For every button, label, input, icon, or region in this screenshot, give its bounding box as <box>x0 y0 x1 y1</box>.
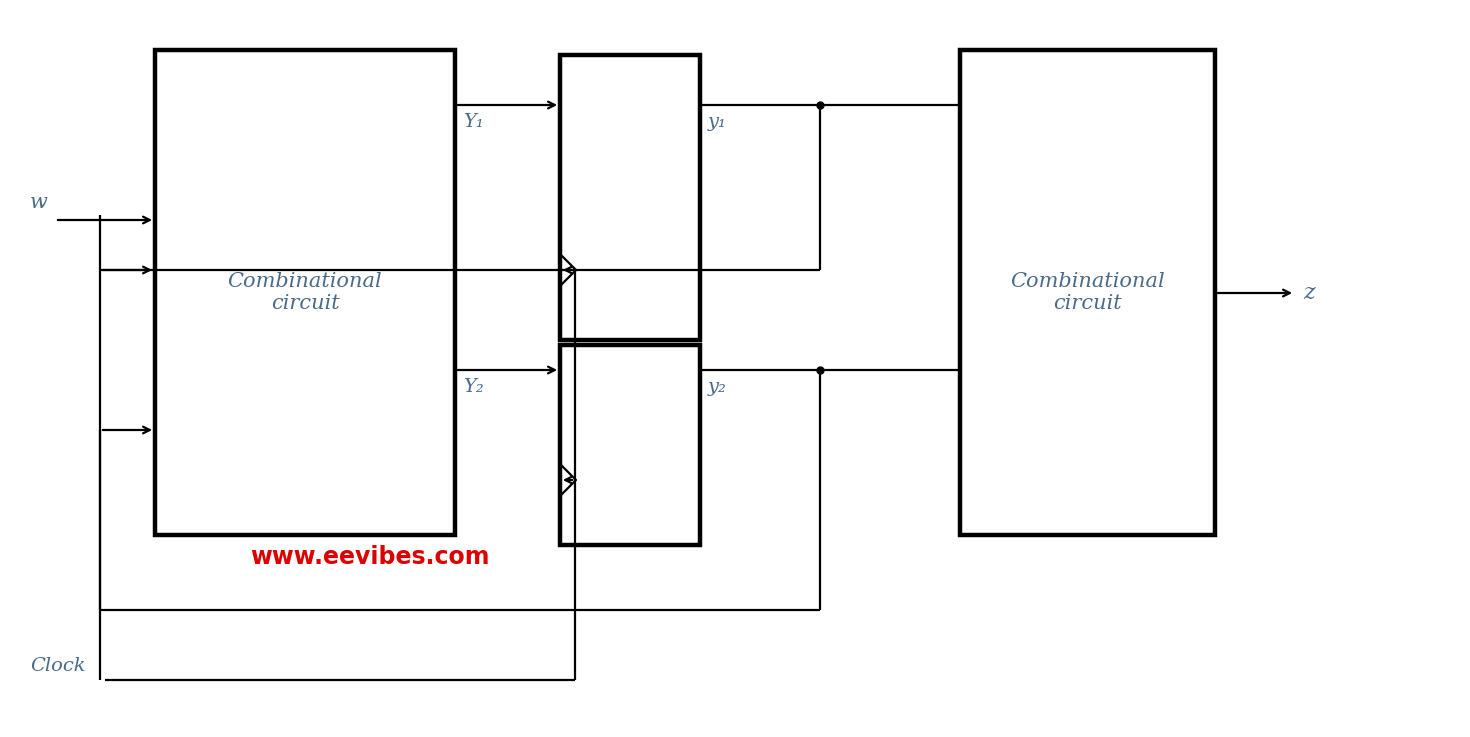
Text: y₂: y₂ <box>709 378 726 396</box>
Bar <box>560 55 700 340</box>
Text: Clock: Clock <box>29 657 85 675</box>
Text: Y₂: Y₂ <box>463 378 484 396</box>
Bar <box>154 50 456 535</box>
Text: w: w <box>29 193 49 212</box>
Text: y₁: y₁ <box>709 113 726 131</box>
Text: Y₁: Y₁ <box>463 113 484 131</box>
Text: z: z <box>1302 282 1314 304</box>
Text: www.eevibes.com: www.eevibes.com <box>250 545 490 569</box>
Text: Combinational
circuit: Combinational circuit <box>1010 272 1164 313</box>
Bar <box>560 345 700 545</box>
Text: Combinational
circuit: Combinational circuit <box>228 272 382 313</box>
Bar <box>960 50 1216 535</box>
